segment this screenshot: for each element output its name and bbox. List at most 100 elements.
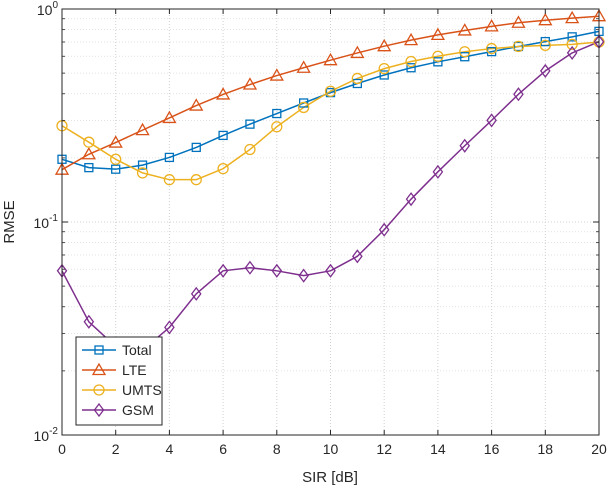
data-point-umts bbox=[244, 143, 256, 156]
data-point-total bbox=[218, 130, 228, 141]
data-point-lte bbox=[242, 77, 258, 90]
data-point-umts bbox=[512, 40, 525, 53]
data-point-lte bbox=[538, 12, 553, 26]
data-point-gsm bbox=[83, 314, 95, 329]
data-point-gsm bbox=[352, 249, 363, 264]
data-point-lte bbox=[108, 135, 123, 148]
data-point-gsm bbox=[325, 263, 336, 278]
series-markers bbox=[54, 8, 607, 358]
data-point-lte bbox=[403, 32, 419, 46]
x-tick-label: 4 bbox=[166, 441, 174, 457]
y-tick-label: 10-2 bbox=[34, 426, 59, 444]
data-point-lte bbox=[430, 27, 446, 41]
data-point-gsm bbox=[566, 45, 578, 61]
legend-marker-total bbox=[94, 345, 104, 355]
x-tick-label: 20 bbox=[591, 441, 607, 457]
legend-label-total: Total bbox=[122, 342, 152, 358]
data-point-gsm bbox=[539, 63, 551, 79]
data-point-total bbox=[111, 164, 121, 174]
data-point-umts bbox=[432, 50, 444, 62]
data-point-umts bbox=[459, 46, 471, 58]
legend-label-gsm: GSM bbox=[122, 402, 154, 418]
data-point-umts bbox=[297, 101, 310, 114]
data-point-total bbox=[460, 52, 470, 62]
legend-label-umts: UMTS bbox=[122, 382, 162, 398]
data-point-gsm bbox=[217, 263, 229, 278]
data-point-gsm bbox=[486, 113, 497, 128]
data-point-umts bbox=[217, 163, 229, 175]
data-point-total bbox=[245, 119, 255, 129]
data-point-gsm bbox=[271, 263, 283, 278]
data-point-total bbox=[137, 160, 148, 170]
data-point-lte bbox=[350, 45, 365, 59]
series-line-lte bbox=[61, 15, 600, 171]
data-point-umts bbox=[351, 72, 364, 85]
data-point-total bbox=[433, 57, 443, 67]
series-line-total bbox=[61, 30, 600, 170]
data-point-umts bbox=[83, 136, 95, 148]
data-point-lte bbox=[135, 122, 150, 136]
data-point-lte bbox=[296, 60, 311, 73]
data-point-umts bbox=[136, 167, 149, 179]
series-line-umts bbox=[61, 41, 600, 181]
data-point-total bbox=[513, 41, 524, 52]
major-grid bbox=[62, 9, 599, 435]
x-tick-label: 8 bbox=[273, 441, 281, 457]
data-point-umts bbox=[163, 174, 176, 186]
data-point-gsm bbox=[298, 268, 309, 283]
data-point-lte bbox=[457, 23, 472, 36]
data-point-lte bbox=[215, 87, 231, 100]
x-axis-ticks: 0 2 4 6 8 10 12 14 16 18 20 bbox=[58, 9, 607, 457]
data-point-umts bbox=[190, 174, 202, 186]
x-tick-label: 10 bbox=[323, 441, 339, 457]
data-point-gsm bbox=[405, 192, 417, 207]
data-point-total bbox=[272, 108, 282, 119]
data-point-gsm bbox=[378, 222, 390, 237]
data-point-umts bbox=[566, 38, 578, 51]
legend-marker-umts bbox=[93, 384, 105, 396]
data-point-gsm bbox=[190, 286, 202, 301]
x-axis-label: SIR [dB] bbox=[302, 469, 358, 486]
y-axis-ticks: 100 10-1 10-2 bbox=[34, 0, 599, 444]
y-tick-label: 100 bbox=[37, 0, 59, 18]
minor-grid bbox=[62, 18, 599, 372]
x-tick-label: 16 bbox=[484, 441, 500, 457]
data-point-lte bbox=[323, 52, 338, 66]
legend: Total LTE UMTS GSM bbox=[75, 336, 163, 426]
data-point-gsm bbox=[459, 138, 471, 153]
data-point-umts bbox=[539, 39, 551, 52]
x-tick-label: 2 bbox=[112, 441, 120, 457]
legend-label-lte: LTE bbox=[122, 362, 147, 378]
data-point-umts bbox=[405, 55, 417, 68]
legend-marker-lte bbox=[91, 362, 107, 376]
data-point-lte bbox=[269, 68, 284, 81]
data-point-umts bbox=[378, 62, 390, 75]
x-tick-label: 0 bbox=[58, 441, 66, 457]
data-point-lte bbox=[565, 10, 580, 24]
data-point-total bbox=[191, 142, 201, 153]
data-point-umts bbox=[485, 42, 498, 55]
data-point-lte bbox=[81, 146, 96, 160]
legend-marker-gsm bbox=[93, 402, 105, 418]
data-point-total bbox=[567, 32, 577, 42]
x-tick-label: 6 bbox=[219, 441, 227, 457]
data-point-umts bbox=[271, 121, 283, 133]
y-tick-label: 10-1 bbox=[34, 213, 59, 231]
data-point-total bbox=[406, 63, 416, 73]
data-point-total bbox=[352, 78, 363, 89]
y-axis-label: RMSE bbox=[1, 200, 18, 243]
data-point-umts bbox=[324, 85, 337, 97]
x-tick-label: 18 bbox=[538, 441, 554, 457]
data-point-total bbox=[298, 98, 309, 108]
data-point-lte bbox=[484, 19, 499, 32]
data-point-lte bbox=[162, 110, 177, 124]
data-point-lte bbox=[511, 15, 526, 28]
x-tick-label: 14 bbox=[430, 441, 446, 457]
data-point-total bbox=[379, 70, 389, 80]
data-point-gsm bbox=[513, 87, 524, 102]
x-tick-label: 12 bbox=[376, 441, 392, 457]
data-point-total bbox=[84, 162, 94, 173]
data-point-lte bbox=[377, 38, 392, 52]
data-point-gsm bbox=[432, 164, 444, 179]
